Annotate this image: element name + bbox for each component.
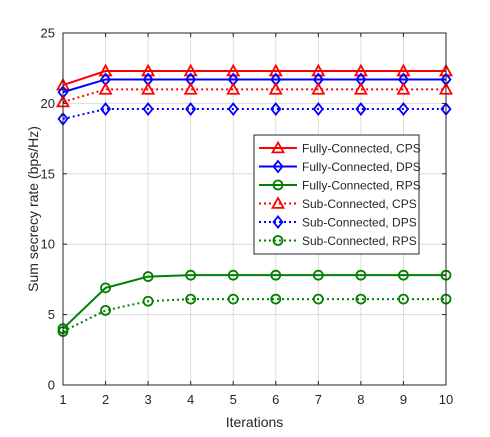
data-point-circle-marker	[100, 282, 111, 294]
legend-item: Sub-Connected, DPS	[259, 215, 417, 230]
series-group	[55, 63, 454, 337]
data-point-circle-marker	[312, 293, 324, 305]
data-point-diamond-marker	[355, 102, 367, 116]
data-point-triangle-marker	[183, 63, 198, 77]
data-point-circle-marker	[355, 293, 367, 305]
data-point-triangle-marker	[141, 63, 156, 77]
data-point-triangle-marker	[141, 81, 156, 95]
data-point-circle-marker	[272, 179, 284, 191]
legend: Fully-Connected, CPS Fully-Connected, DPS…	[253, 134, 421, 255]
y-tick-label: 25	[41, 26, 55, 41]
data-point-circle-marker	[312, 269, 324, 281]
legend-item: Fully-Connected, CPS	[259, 140, 421, 156]
data-point-diamond-marker	[272, 159, 284, 174]
data-point-diamond-marker	[185, 102, 197, 116]
x-tick-label: 1	[59, 392, 66, 407]
data-point-triangle-marker	[270, 196, 286, 209]
legend-label: Sub-Connected, RPS	[302, 234, 417, 248]
data-point-triangle-marker	[98, 81, 113, 95]
data-point-circle-marker	[142, 271, 154, 282]
data-point-triangle-marker	[183, 81, 198, 95]
data-point-diamond-marker	[227, 102, 239, 116]
data-point-circle-marker	[185, 269, 197, 281]
x-tick-label: 3	[144, 392, 151, 407]
x-axis-label: Iterations	[226, 414, 284, 430]
x-tick-label: 7	[315, 392, 322, 407]
y-axis-label: Sum secrecy rate (bps/Hz)	[25, 126, 41, 292]
data-point-triangle-marker	[311, 81, 326, 95]
data-point-triangle-marker	[268, 63, 283, 77]
data-point-triangle-marker	[353, 63, 368, 77]
x-tick-label: 4	[187, 392, 194, 407]
series-line	[62, 70, 446, 87]
legend-label: Sub-Connected, DPS	[302, 216, 417, 230]
x-tick-label: 5	[230, 392, 237, 407]
data-point-circle-marker	[398, 293, 409, 305]
data-point-circle-marker	[272, 235, 284, 246]
data-point-triangle-marker	[268, 81, 283, 95]
y-tick-label: 10	[41, 237, 55, 252]
y-tick-label: 0	[48, 378, 55, 393]
series-line	[62, 108, 446, 120]
data-point-diamond-marker	[270, 102, 282, 116]
legend-item: Sub-Connected, RPS	[259, 234, 417, 248]
data-point-diamond-marker	[272, 215, 284, 229]
data-point-triangle-marker	[226, 81, 241, 95]
data-point-circle-marker	[398, 269, 409, 281]
data-point-triangle-marker	[396, 63, 411, 77]
data-point-circle-marker	[185, 293, 197, 305]
data-point-circle-marker	[355, 269, 367, 281]
data-point-diamond-marker	[100, 102, 112, 116]
data-point-diamond-marker	[142, 102, 154, 116]
x-tick-label: 2	[102, 392, 109, 407]
legend-label: Fully-Connected, RPS	[302, 179, 421, 193]
data-point-circle-marker	[100, 304, 111, 316]
y-tick-label: 15	[41, 166, 55, 181]
legend-label: Fully-Connected, CPS	[302, 142, 421, 156]
series-line	[62, 88, 446, 103]
x-tick-label: 10	[439, 392, 453, 407]
series-3	[55, 81, 454, 108]
series-0	[55, 63, 454, 91]
legend-label: Sub-Connected, CPS	[302, 197, 417, 211]
data-point-circle-marker	[270, 293, 282, 305]
data-point-triangle-marker	[396, 81, 411, 95]
series-line	[62, 78, 446, 94]
x-tick-label: 8	[357, 392, 364, 407]
series-line	[62, 274, 446, 330]
y-tick-label: 5	[48, 307, 55, 322]
legend-item: Fully-Connected, RPS	[259, 179, 421, 193]
y-tick-label: 20	[41, 96, 55, 111]
data-point-triangle-marker	[270, 140, 286, 154]
axes-box	[62, 32, 447, 386]
data-point-diamond-marker	[397, 102, 409, 116]
data-point-triangle-marker	[311, 63, 326, 77]
x-tick-label: 9	[400, 392, 407, 407]
series-4	[57, 102, 452, 126]
x-tick-label: 6	[272, 392, 279, 407]
data-point-circle-marker	[227, 269, 239, 281]
axis-ticks: 1 2 3 4 5 6 7 8 9 10 0 5 10 15 20 25	[41, 26, 454, 408]
data-point-circle-marker	[142, 295, 154, 307]
series-line	[62, 298, 446, 333]
data-point-triangle-marker	[98, 63, 113, 77]
data-point-triangle-marker	[226, 63, 241, 77]
data-point-diamond-marker	[312, 102, 324, 116]
data-point-circle-marker	[227, 293, 239, 305]
legend-box	[253, 134, 420, 255]
data-point-triangle-marker	[353, 81, 368, 95]
legend-label: Fully-Connected, DPS	[302, 160, 421, 174]
legend-item: Fully-Connected, DPS	[259, 159, 421, 174]
legend-item: Sub-Connected, CPS	[259, 196, 417, 211]
data-point-circle-marker	[270, 269, 282, 281]
